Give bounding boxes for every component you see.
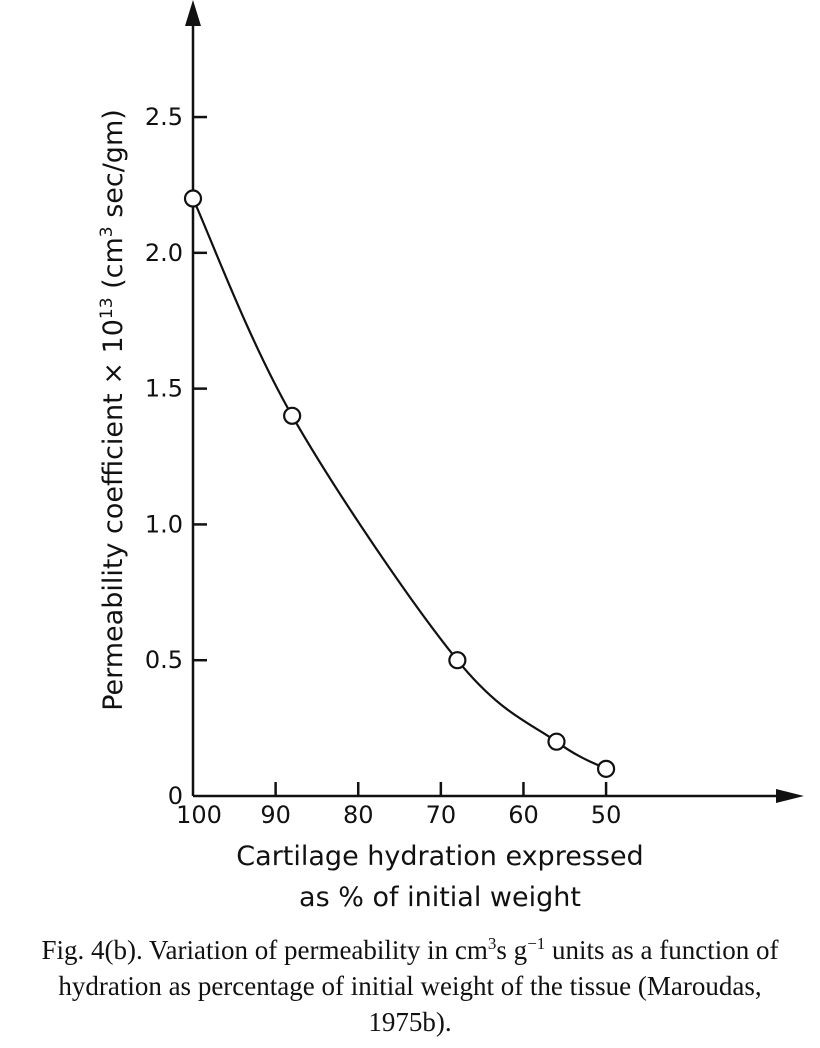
data-point [547, 732, 566, 751]
data-point [596, 759, 616, 778]
x-tick-label: 100 [176, 801, 222, 829]
data-points [183, 189, 616, 778]
y-tick-label: 1.5 [145, 375, 183, 403]
y-axis-title: Permeability coefficient × 1013 (cm3 sec… [97, 109, 129, 711]
x-tick-label: 80 [343, 801, 374, 829]
y-tick-label: 2.0 [145, 239, 183, 267]
caption-sup2: −1 [527, 934, 546, 953]
y-axis-title-unit-exp: 3 [97, 226, 117, 237]
x-tick-label: 90 [260, 801, 291, 829]
y-axis-arrow [185, 0, 201, 26]
y-tick-label: 1.0 [145, 510, 183, 538]
y-axis-title-main: Permeability coefficient × 10 [98, 319, 129, 711]
series-curve [191, 198, 607, 770]
y-tick-label: 0 [168, 782, 183, 810]
data-point [183, 189, 203, 208]
x-tick-label: 70 [426, 801, 457, 829]
x-axis-title-line1: Cartilage hydration expressed [236, 841, 643, 872]
y-tick-label: 2.5 [145, 103, 183, 131]
data-point [283, 406, 302, 425]
y-tick-label: 0.5 [145, 646, 183, 674]
ticks: 0 0.5 1.0 1.5 2.0 2.5 100 90 80 70 60 50 [145, 103, 622, 829]
figure-caption: Fig. 4(b). Variation of permeability in … [30, 932, 790, 1040]
axes [185, 0, 804, 803]
x-tick-label: 60 [508, 801, 539, 829]
caption-lead: Fig. 4(b). Variation of permeability in … [41, 935, 488, 965]
x-axis-title-line2: as % of initial weight [299, 882, 581, 913]
curve-layer [191, 198, 607, 770]
caption-rest: units as a function of hydration as perc… [58, 935, 779, 1037]
permeability-chart: 0 0.5 1.0 1.5 2.0 2.5 100 90 80 70 60 50 Permeabili… [97, 0, 804, 913]
caption-mid1: s g [496, 935, 528, 965]
caption-sup1: 3 [487, 934, 497, 953]
y-axis-title-exp: 13 [97, 297, 117, 319]
data-point [448, 651, 467, 670]
x-tick-label: 50 [591, 801, 622, 829]
y-axis-title-unit-open: (cm [98, 237, 129, 297]
x-axis-arrow [776, 789, 804, 803]
y-axis-title-unit-close: sec/gm) [98, 109, 129, 226]
